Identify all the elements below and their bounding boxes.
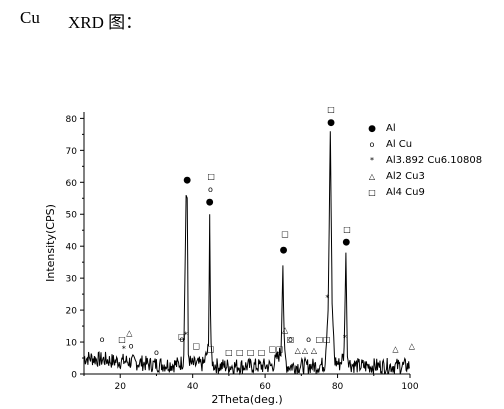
- x-tick-label: 40: [187, 382, 199, 392]
- peak-marker-al4-cu9: □: [178, 332, 186, 341]
- legend: ● Al o Al Cu * Al3.892 Cu6.10808 △ Al2 Cu3 □ Al4 …: [368, 123, 482, 198]
- y-tick-label: 30: [66, 275, 78, 285]
- peak-marker-al2-cu3: △: [302, 346, 309, 355]
- peak-marker-al-cu: o: [208, 185, 213, 194]
- data-layer: [83, 131, 410, 376]
- peak-marker-al-cu: o: [306, 335, 311, 344]
- heading-prefix: Cu: [20, 8, 40, 27]
- peak-marker-al4-cu9: □: [323, 335, 331, 344]
- peak-marker-al4-cu9: □: [287, 335, 295, 344]
- legend-symbol: o: [370, 140, 375, 149]
- y-tick-label: 80: [66, 115, 78, 125]
- peak-marker-al2-cu3: △: [295, 346, 302, 355]
- y-tick-label: 70: [66, 147, 78, 157]
- peak-marker-al2-cu3: △: [392, 345, 399, 354]
- peak-marker-al3-892-cu6-10808: *: [122, 345, 126, 354]
- peak-marker-al-cu: o: [288, 335, 293, 344]
- y-tick-label: 40: [66, 243, 78, 253]
- peak-marker-al4-cu9: □: [247, 348, 255, 357]
- peak-marker-al4-cu9: □: [327, 105, 335, 114]
- peak-marker-al3-892-cu6-10808: *: [184, 330, 188, 339]
- peak-marker-al-cu: o: [100, 335, 105, 344]
- peak-marker-al: ●: [206, 198, 214, 208]
- peak-marker-al4-cu9: □: [276, 345, 284, 354]
- x-tick-label: 20: [114, 382, 126, 392]
- legend-label: Al2 Cu3: [386, 171, 425, 182]
- axes: 0 10 20 30 40 50 60 70 80 20 40 60 80 100: [66, 112, 419, 392]
- peak-marker-al4-cu9: □: [118, 335, 126, 344]
- peak-marker-al4-cu9: □: [316, 335, 324, 344]
- peak-marker-al4-cu9: □: [207, 345, 215, 354]
- y-axis-label: Intensity(CPS): [44, 204, 57, 282]
- legend-symbol: △: [369, 172, 376, 181]
- peak-marker-al3-892-cu6-10808: *: [343, 333, 347, 342]
- legend-label: Al Cu: [386, 139, 412, 150]
- peak-marker-al4-cu9: □: [343, 225, 351, 234]
- x-axis-label: 2Theta(deg.): [211, 393, 282, 406]
- peak-marker-al3-892-cu6-10808: *: [325, 294, 329, 303]
- peak-marker-al2-cu3: △: [311, 346, 318, 355]
- peak-marker-al: ●: [342, 238, 350, 248]
- y-tick-label: 0: [71, 371, 77, 381]
- peak-marker-al4-cu9: □: [207, 172, 215, 181]
- y-tick-label: 10: [66, 339, 78, 349]
- peak-marker-al4-cu9: □: [225, 348, 233, 357]
- legend-label: Al4 Cu9: [386, 187, 425, 198]
- peak-marker-al4-cu9: □: [193, 341, 201, 350]
- peak-marker-al-cu: o: [129, 341, 134, 350]
- legend-symbol: □: [368, 188, 376, 197]
- peak-marker-al4-cu9: □: [236, 348, 244, 357]
- y-tick-label: 20: [66, 307, 78, 317]
- peak-marker-al4-cu9: □: [258, 348, 266, 357]
- y-tick-label: 60: [66, 179, 78, 189]
- legend-symbol: *: [370, 156, 374, 165]
- x-tick-label: 100: [401, 382, 418, 392]
- peak-marker-al2-cu3: △: [126, 329, 133, 338]
- peak-marker-al4-cu9: □: [269, 345, 277, 354]
- peak-marker-al: ●: [280, 246, 288, 256]
- y-tick-label: 50: [66, 211, 78, 221]
- peak-marker-al4-cu9: □: [281, 230, 289, 239]
- peak-marker-al-cu: o: [179, 335, 184, 344]
- peak-marker-al: ●: [183, 175, 191, 185]
- x-tick-label: 60: [259, 382, 271, 392]
- peak-marker-al2-cu3: △: [282, 325, 289, 334]
- legend-label: Al: [386, 123, 396, 134]
- x-tick-label: 80: [332, 382, 344, 392]
- xrd-pattern-line: [83, 131, 410, 376]
- peak-marker-al: ●: [327, 118, 335, 128]
- legend-symbol: ●: [368, 124, 376, 134]
- page-heading: Cu XRD 图：: [0, 0, 504, 40]
- legend-label: Al3.892 Cu6.10808: [386, 155, 482, 166]
- peak-marker-al2-cu3: △: [409, 341, 416, 350]
- heading-main: XRD 图：: [68, 13, 143, 32]
- peak-marker-al-cu: o: [154, 348, 159, 357]
